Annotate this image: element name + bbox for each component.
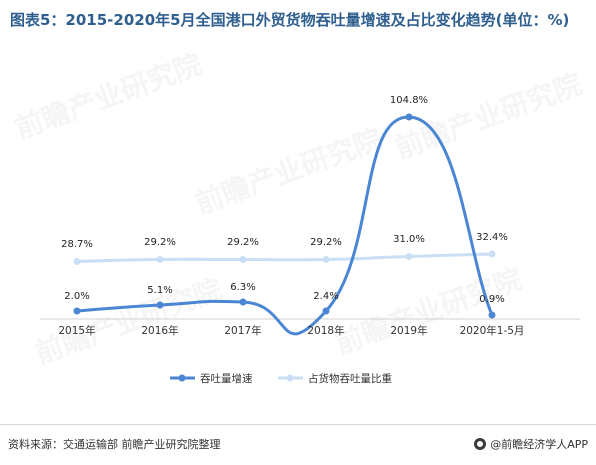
legend-label-growth: 吞吐量增速 xyxy=(200,372,253,385)
footer-divider xyxy=(0,424,596,425)
line-chart: 28.7% 29.2% 29.2% 29.2% 31.0% 32.4% 2.0% 5.1% 6.… xyxy=(40,95,580,385)
data-point-occupancy xyxy=(322,256,330,263)
series-line-occupancy xyxy=(76,252,493,263)
data-point-occupancy xyxy=(156,256,164,263)
x-tick-label: 2019年 xyxy=(390,324,427,337)
data-point-occupancy xyxy=(488,250,496,258)
data-label-growth: 2.0% xyxy=(64,291,89,302)
data-point-occupancy xyxy=(239,256,247,263)
x-tick-label: 2020年1-5月 xyxy=(460,324,525,337)
x-tick-label: 2016年 xyxy=(141,324,178,337)
x-tick-label: 2017年 xyxy=(224,324,261,337)
data-label-growth: 5.1% xyxy=(147,285,172,296)
series-growth-layer xyxy=(73,113,496,336)
data-label-growth: 6.3% xyxy=(230,282,255,293)
data-point-growth xyxy=(488,311,496,319)
data-label-occupancy: 29.2% xyxy=(227,237,259,248)
data-label-growth: 2.4% xyxy=(313,291,338,302)
source-note: 资料来源：交通运输部 前瞻产业研究院整理 xyxy=(8,438,221,451)
series-line-growth xyxy=(76,115,494,336)
data-point-growth xyxy=(239,298,247,306)
data-point-growth xyxy=(156,301,164,309)
data-labels: 28.7% 29.2% 29.2% 29.2% 31.0% 32.4% 2.0% 5.1% 6.… xyxy=(61,95,508,305)
data-label-growth: 104.8% xyxy=(390,95,428,106)
data-point-growth xyxy=(405,113,413,121)
brand-label: @前瞻经济学人APP xyxy=(490,438,588,451)
series-occupancy-layer xyxy=(73,250,496,265)
data-label-occupancy: 32.4% xyxy=(476,232,508,243)
data-label-growth: 0.9% xyxy=(479,294,504,305)
legend-label-occupancy: 占货物吞吐量比重 xyxy=(308,372,392,385)
data-label-occupancy: 29.2% xyxy=(310,237,342,248)
chart-title: 图表5：2015-2020年5月全国港口外贸货物吞吐量增速及占比变化趋势(单位：… xyxy=(10,11,570,29)
data-label-occupancy: 28.7% xyxy=(61,239,93,250)
x-tick-label: 2015年 xyxy=(58,324,95,337)
x-tick-label: 2018年 xyxy=(307,324,344,337)
data-point-growth xyxy=(322,307,330,315)
brand-logo-icon xyxy=(474,438,487,450)
data-point-occupancy xyxy=(405,253,413,260)
legend-marker-growth xyxy=(178,374,186,382)
legend-marker-occupancy xyxy=(286,374,294,382)
data-label-occupancy: 31.0% xyxy=(393,234,425,245)
x-tick-labels: 2015年 2016年 2017年 2018年 2019年 2020年1-5月 xyxy=(58,324,524,337)
legend: 吞吐量增速 占货物吞吐量比重 xyxy=(170,372,392,385)
data-label-occupancy: 29.2% xyxy=(144,237,176,248)
data-point-growth xyxy=(73,307,81,315)
data-point-occupancy xyxy=(73,258,81,265)
brand: @前瞻经济学人APP xyxy=(474,436,588,452)
